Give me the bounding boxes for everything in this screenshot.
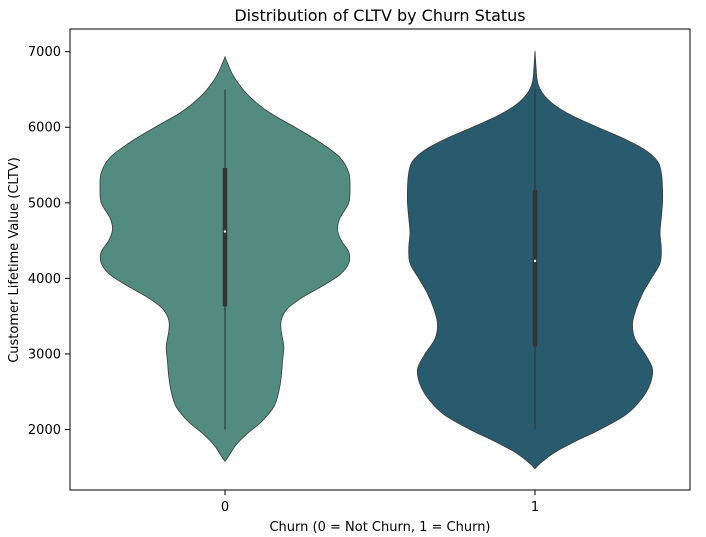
violin-1 [406,50,664,470]
y-tick-label: 7000 [28,45,61,60]
y-axis-label: Customer Lifetime Value (CLTV) [7,157,22,363]
violin-median-marker [533,259,537,263]
y-tick-label: 6000 [28,121,61,136]
y-tick-label: 2000 [28,423,61,438]
y-tick-label: 4000 [28,272,61,287]
x-tick-label: 1 [531,500,539,515]
violin-median-marker [223,230,227,233]
y-tick-label: 3000 [28,347,61,362]
plot-frame [69,28,691,491]
x-tick-label: 0 [221,500,229,515]
x-axis-label: Churn (0 = Not Churn, 1 = Churn) [269,520,490,535]
y-tick-label: 5000 [28,196,61,211]
violin-0 [99,55,351,462]
chart-title: Distribution of CLTV by Churn Status [234,6,525,25]
